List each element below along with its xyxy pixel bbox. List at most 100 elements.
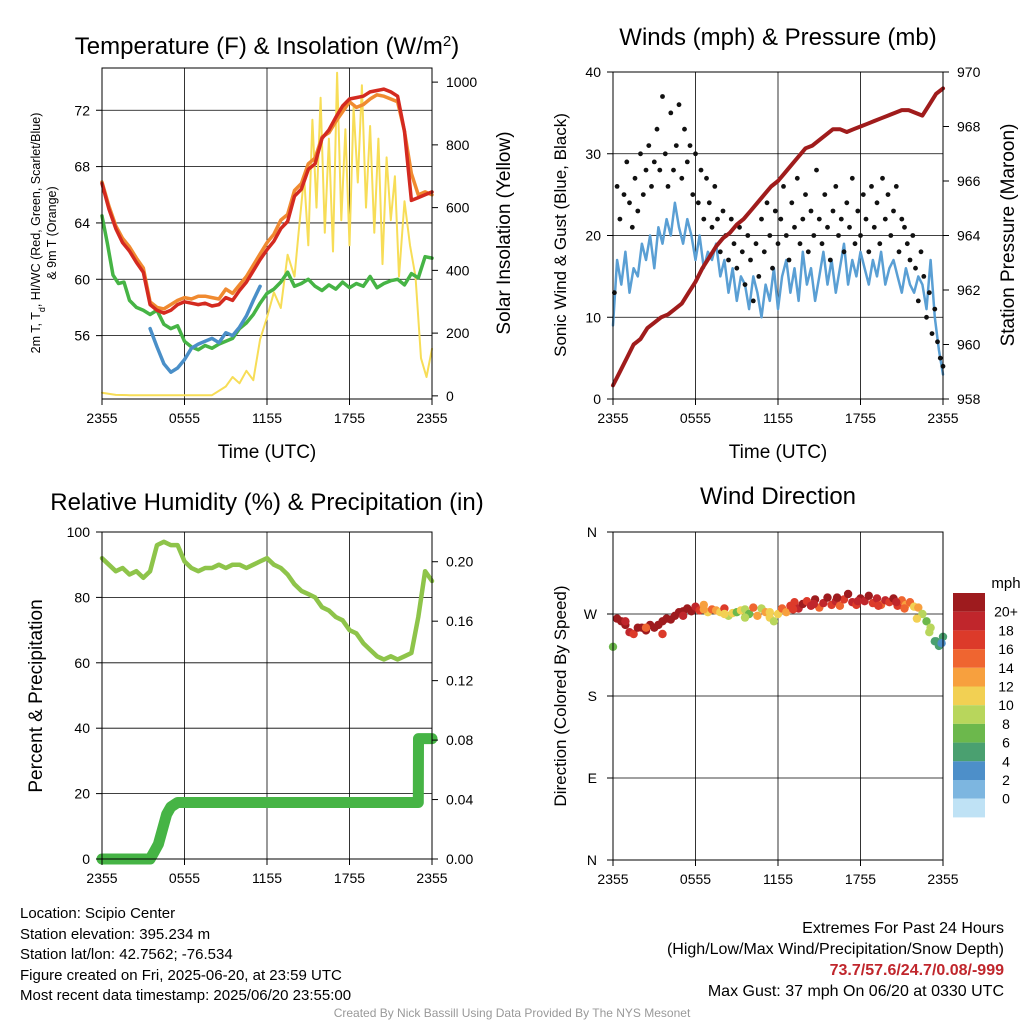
gust-point <box>695 200 701 206</box>
gust-point <box>649 184 654 189</box>
series-heat_index_wind_chill <box>148 284 262 374</box>
gust-point <box>638 151 643 157</box>
direction-point <box>782 608 791 617</box>
x-tick-label: 0555 <box>169 870 200 886</box>
gust-point <box>935 339 940 345</box>
gust-point <box>739 249 745 255</box>
gust-point <box>880 175 885 181</box>
gust-point <box>789 200 795 206</box>
y-tick-label: 68 <box>74 159 90 175</box>
gust-point <box>847 224 852 230</box>
direction-point <box>720 609 729 619</box>
gust-point <box>668 110 674 116</box>
colorbar-label: 14 <box>998 660 1014 676</box>
gust-point <box>709 224 715 230</box>
y-tick-label: 60 <box>74 655 90 671</box>
gust-point <box>679 175 685 181</box>
direction-point <box>864 591 873 600</box>
x-tick-label: 2355 <box>927 410 958 426</box>
colorbar-label: 10 <box>998 697 1014 713</box>
direction-point <box>765 608 774 617</box>
y-axis-label-humidity: Percent & Precipitation <box>26 599 47 792</box>
gust-point <box>896 249 902 255</box>
station-location: Location: Scipio Center <box>20 905 176 922</box>
gust-point <box>888 233 894 238</box>
gust-point <box>907 257 913 263</box>
colorbar-swatch <box>953 593 985 612</box>
gust-point <box>924 314 929 320</box>
x-tick-label: 2355 <box>597 871 628 887</box>
x-tick-label: 1155 <box>252 870 282 886</box>
credit-line: Created By Nick Bassill Using Data Provi… <box>333 1006 691 1020</box>
direction-tick-label: W <box>584 606 598 622</box>
series-temp_2m <box>100 87 434 315</box>
colorbar-label: 4 <box>1002 753 1010 769</box>
y2-axis-label-insolation: Solar Insolation (Yellow) <box>494 131 515 334</box>
gust-point <box>772 208 778 214</box>
x-tick-label: 2355 <box>927 871 958 887</box>
gust-point <box>786 257 792 263</box>
direction-point <box>753 611 762 620</box>
y2-tick-label: 0.04 <box>446 792 473 808</box>
gust-point <box>651 159 657 165</box>
gust-point <box>759 216 764 222</box>
gust-point <box>794 175 800 181</box>
colorbar-label: 0 <box>1002 791 1010 807</box>
y2-tick-label: 962 <box>957 282 981 298</box>
x-axis-label-winds: Time (UTC) <box>729 442 828 463</box>
direction-point <box>832 593 842 602</box>
y-axis-label-temperature-line2: & 9m T (Orange) <box>45 186 59 279</box>
gust-point <box>706 200 712 206</box>
y2-tick-label: 960 <box>957 337 981 353</box>
direction-point <box>922 617 931 626</box>
gust-point <box>830 208 836 214</box>
x-tick-label: 1755 <box>845 871 876 887</box>
colorbar-swatch <box>953 649 985 668</box>
direction-point <box>835 601 845 610</box>
figure-created: Figure created on Fri, 2025-06-20, at 23… <box>20 966 342 984</box>
gust-point <box>841 249 847 255</box>
gust-point <box>833 184 839 189</box>
gust-point <box>932 306 938 312</box>
direction-point <box>629 629 638 639</box>
gust-point <box>811 233 817 238</box>
gust-point <box>715 216 720 222</box>
y2-tick-label: 0.12 <box>446 673 473 689</box>
gust-point <box>693 151 698 157</box>
gust-point <box>654 126 660 132</box>
gust-point <box>915 298 921 304</box>
direction-point <box>853 597 862 606</box>
gust-point <box>673 143 679 149</box>
gust-point <box>770 265 775 271</box>
gust-point <box>803 192 808 198</box>
colorbar-label: 6 <box>1002 735 1010 751</box>
station-latlon: Station lat/lon: 42.7562; -76.534 <box>20 946 233 963</box>
panel-title-humidity: Relative Humidity (%) & Precipitation (i… <box>50 489 483 516</box>
gust-point <box>874 200 880 206</box>
station-elevation: Station elevation: 395.234 m <box>20 925 211 943</box>
gust-point <box>627 200 632 206</box>
colorbar-label: 20+ <box>994 604 1018 620</box>
extremes-panel: Extremes For Past 24 Hours (High/Low/Max… <box>667 918 1004 1002</box>
extremes-title: Extremes For Past 24 Hours <box>802 920 1004 937</box>
gust-point <box>657 167 663 173</box>
series-rh <box>99 539 435 662</box>
gust-point <box>617 216 623 222</box>
gust-point <box>860 192 866 198</box>
gust-point <box>750 298 756 304</box>
gust-point <box>712 184 718 189</box>
direction-point <box>790 598 799 607</box>
colorbar-swatch <box>953 667 985 687</box>
gust-point <box>720 208 726 214</box>
gust-point <box>690 192 696 198</box>
y2-tick-label: 958 <box>957 391 981 407</box>
gust-point <box>781 184 786 189</box>
gust-point <box>632 175 638 181</box>
gust-point <box>814 167 819 173</box>
y2-axis-label-pressure: Station Pressure (Maroon) <box>998 124 1019 347</box>
gust-point <box>629 224 635 230</box>
x-tick-label: 1155 <box>763 871 793 887</box>
gust-point <box>748 257 753 263</box>
y2-tick-label: 0 <box>446 388 454 404</box>
